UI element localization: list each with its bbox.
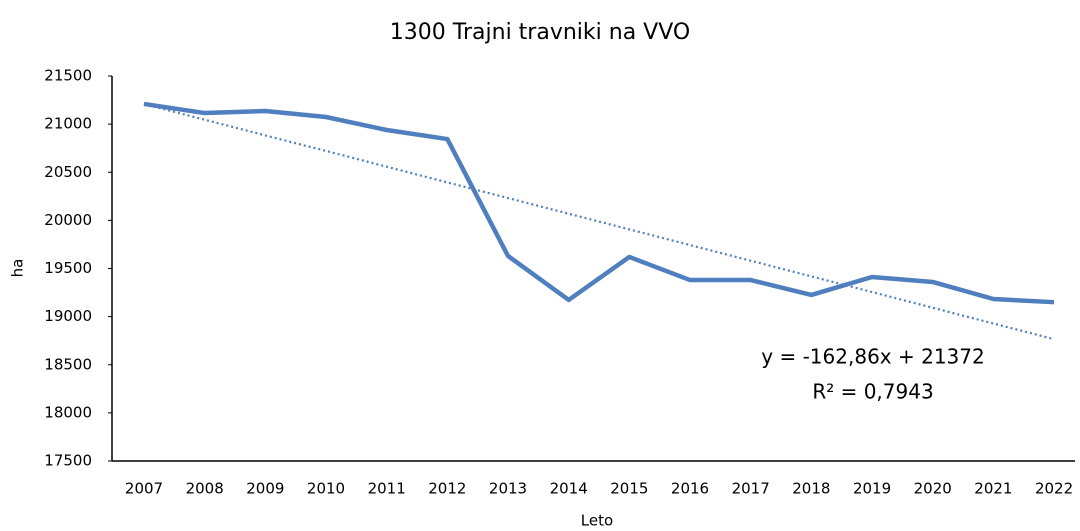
x-tick-label: 2022 xyxy=(1035,480,1073,498)
x-tick-label: 2019 xyxy=(853,480,891,498)
x-tick-label: 2012 xyxy=(428,480,466,498)
x-tick-label: 2013 xyxy=(489,480,527,498)
trendline xyxy=(143,102,1055,341)
x-tick-label: 2015 xyxy=(610,480,648,498)
y-tick-label: 18000 xyxy=(44,403,92,421)
data-line xyxy=(143,101,1055,305)
y-tick-label: 20500 xyxy=(44,163,92,181)
x-tick-label: 2008 xyxy=(186,480,224,498)
y-tick-label: 19000 xyxy=(44,307,92,325)
x-tick-label: 2007 xyxy=(125,480,163,498)
x-tick-label: 2014 xyxy=(550,480,588,498)
y-tick-label: 18500 xyxy=(44,355,92,373)
trend-r-squared: R² = 0,7943 xyxy=(812,380,933,404)
y-tick-label: 19500 xyxy=(44,259,92,277)
x-tick-label: 2011 xyxy=(368,480,406,498)
x-axis-label: Leto xyxy=(581,512,613,530)
x-tick-label: 2018 xyxy=(792,480,830,498)
y-axis-label: ha xyxy=(9,259,27,278)
trend-equation: y = -162,86x + 21372 xyxy=(761,345,984,369)
x-tick-label: 2021 xyxy=(974,480,1012,498)
x-tick-label: 2009 xyxy=(246,480,284,498)
chart-title: 1300 Trajni travniki na VVO xyxy=(390,20,690,45)
x-tick-label: 2017 xyxy=(732,480,770,498)
x-tick-label: 2010 xyxy=(307,480,345,498)
y-tick-label: 20000 xyxy=(44,211,92,229)
x-tick-label: 2020 xyxy=(914,480,952,498)
y-tick-label: 21000 xyxy=(44,115,92,133)
x-tick-label: 2016 xyxy=(671,480,709,498)
y-tick-label: 17500 xyxy=(44,452,92,470)
y-tick-label: 21500 xyxy=(44,67,92,85)
